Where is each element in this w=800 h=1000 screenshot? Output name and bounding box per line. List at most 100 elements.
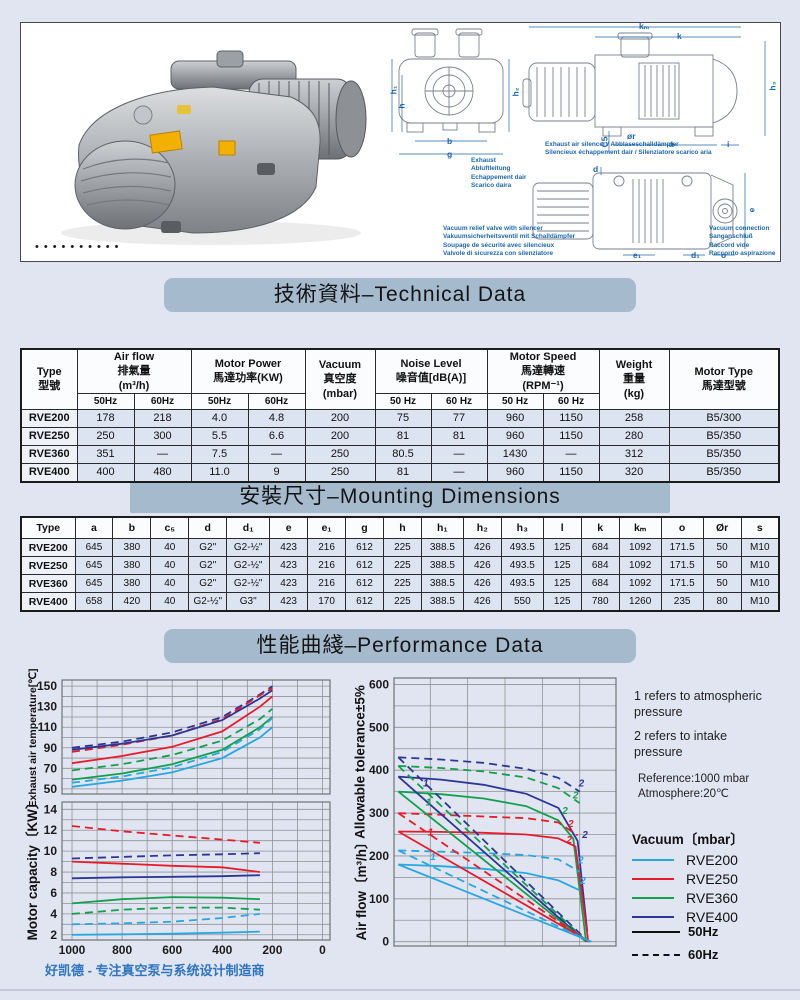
value-cell: 1092 (618, 556, 662, 575)
value-cell: 170 (307, 592, 347, 612)
col-header-motor-power: Motor Power 馬達功率(KW) (190, 348, 306, 394)
series-rve250-60hz (71, 825, 260, 844)
dimension-label: i (727, 139, 730, 149)
value-cell: 550 (500, 592, 544, 612)
y-tick-label: 130 (37, 700, 57, 714)
y-tick-label: 10 (44, 844, 58, 858)
col-header-airflow: Air flow 排氣量 (m³/h) (76, 348, 192, 394)
value-cell: G2" (188, 538, 228, 557)
y-tick-label: 150 (37, 679, 57, 693)
series-rve400-60hz-atmospheric (397, 756, 589, 943)
value-cell: 40 (150, 592, 190, 612)
mounting-dimensions-table: Type a b c₅ d d₁ e e₁ g h h₁ h₂ h₃ l k kₘ o Ør s RVE200 645… (20, 516, 780, 612)
dimension-label: h₁ (388, 85, 399, 95)
subheader-50hz: 50Hz (190, 392, 249, 410)
value-cell: 225 (382, 574, 422, 593)
value-cell: 426 (462, 574, 502, 593)
series-rve200-60hz-atmospheric (397, 849, 591, 943)
front-view-dimension-lines (391, 59, 510, 155)
value-cell: 612 (345, 574, 384, 593)
series-rve360-50hz-intake (398, 790, 587, 942)
footer-brand-text: 好凯德 - 专注真空泵与系统设计制造商 (45, 963, 265, 978)
value-cell: 200 (304, 408, 376, 428)
value-cell: 280 (598, 426, 670, 446)
col-header: d (188, 516, 228, 539)
col-header-noise: Noise Level 噪音值[dB(A)] (374, 348, 488, 394)
plot-frame (393, 677, 617, 947)
value-cell: 171.5 (660, 556, 704, 575)
legend-item: RVE360 (632, 888, 738, 907)
type-cell: RVE400 (20, 462, 78, 483)
table-row: RVE400 400 480 11.0 9 250 81—960 1150 320 B5/350 (20, 462, 780, 483)
legend-50hz: 50Hz (632, 924, 718, 939)
series-rve200-60hz-intake (398, 849, 581, 873)
value-cell: — (430, 444, 488, 464)
value-cell: — (430, 462, 488, 483)
value-cell: 612 (345, 538, 384, 557)
series-rve200-60hz (71, 913, 260, 926)
curve-label: 2 (579, 876, 586, 887)
col-header: a (74, 516, 114, 539)
col-header: k (580, 516, 620, 539)
value-cell: 81 (374, 462, 432, 483)
legend-line-sample (632, 896, 674, 899)
curve-label: 2 (565, 835, 572, 846)
value-cell: 125 (542, 574, 582, 593)
note-intake: 2 refers to intake pressure (634, 729, 728, 760)
value-cell: M10 (740, 592, 780, 612)
value-cell: 80 (702, 592, 742, 612)
y-tick-label: 50 (44, 782, 58, 796)
subheader-50hz: 50 Hz (486, 392, 544, 410)
value-cell: 400 (76, 462, 135, 483)
performance-chart-left: 50 70 90 110 130 150 2 4 6 8 10 12 14 1000 800 600 400 20… (37, 679, 331, 957)
pump-illustration (61, 50, 367, 245)
value-cell: 11.0 (190, 462, 249, 483)
value-cell: G2" (188, 556, 228, 575)
col-header: o (660, 516, 704, 539)
value-cell: 40 (150, 574, 190, 593)
value-cell: 250 (304, 462, 376, 483)
series-rve250-50hz-atmospheric (397, 830, 590, 943)
value-cell: 426 (462, 556, 502, 575)
curve-label: 2 (581, 830, 588, 841)
type-cell: RVE360 (20, 574, 76, 593)
value-cell: 780 (580, 592, 620, 612)
curve-label: 2 (578, 778, 585, 789)
value-cell: 645 (74, 538, 114, 557)
curve-label: 2 (572, 790, 579, 801)
value-cell: 80.5 (374, 444, 432, 464)
col-header: b (112, 516, 152, 539)
table-row: RVE200 178 218 4.0 4.8 200 75 77 960 1150 258 B5/30… (20, 408, 780, 428)
value-cell: 218 (133, 408, 192, 428)
value-cell: 40 (150, 538, 190, 557)
curve-label: 2 (561, 806, 568, 817)
header-row: Type 型號 Air flow 排氣量 (m³/h) Motor Power … (20, 348, 780, 410)
value-cell: 7.5 (190, 444, 249, 464)
col-header: e₁ (307, 516, 347, 539)
note-atmospheric: 1 refers to atmospheric pressure (634, 689, 762, 720)
value-cell: 684 (580, 538, 620, 557)
value-cell: 125 (542, 592, 582, 612)
curve-label: 1 (428, 827, 434, 838)
value-cell: 200 (304, 426, 376, 446)
dimension-label: g (447, 149, 453, 159)
top-view-drawing (532, 172, 738, 250)
side-view-drawing (522, 32, 738, 137)
dimension-label: ør (627, 131, 636, 141)
x-tick-label: 600 (162, 943, 182, 957)
table-row: RVE200 645 380 40 G2" G2-½" 423 216 612 225 388.5 4… (20, 538, 780, 557)
legend-60hz-label: 60Hz (688, 947, 719, 962)
y-tick-label: 300 (369, 806, 389, 820)
col-header: l (542, 516, 582, 539)
value-cell: G2-½" (226, 538, 271, 557)
table-row: RVE250 645 380 40 G2" G2-½" 423 216 612 225 388.5 4… (20, 556, 780, 575)
series-rve200-50hz-atmospheric (397, 863, 592, 943)
value-cell: G2" (188, 574, 228, 593)
value-cell: 50 (702, 556, 742, 575)
type-cell: RVE200 (20, 538, 76, 557)
series-rve360-60hz-intake (398, 765, 581, 804)
airflow-axis-label: Air flow〔m³/h〕 (354, 835, 369, 941)
col-header: h (382, 516, 422, 539)
product-photo-box: •••••••••• (20, 22, 388, 262)
series-rve200-50hz (71, 930, 260, 936)
